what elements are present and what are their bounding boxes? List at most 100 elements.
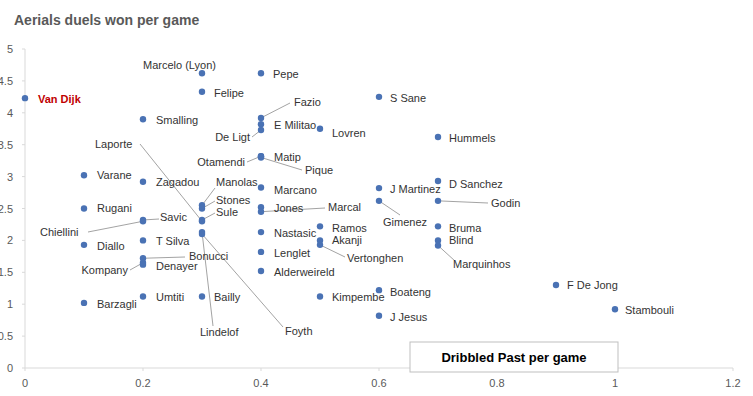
chart: Aerials duels won per game 0 0.5 1 1.5 2 2.5 3 3…	[0, 0, 753, 396]
point	[435, 223, 441, 229]
point	[199, 89, 205, 95]
point-label: Marcelo (Lyon)	[143, 59, 216, 71]
point-label: J Martinez	[390, 183, 441, 195]
point-label: Marquinhos	[453, 258, 511, 270]
point	[140, 116, 146, 122]
y-tick-label: 1.5	[0, 266, 13, 278]
x-tick-label: 0.2	[135, 377, 150, 389]
point-label: Felipe	[214, 87, 244, 99]
point	[140, 237, 146, 243]
leader-line	[202, 232, 213, 326]
leader-line	[320, 245, 345, 257]
background	[0, 0, 753, 396]
y-tick-label: 2.5	[0, 203, 13, 215]
point-label: Gimenez	[383, 216, 427, 228]
point-label: Boateng	[390, 286, 431, 298]
point	[258, 249, 264, 255]
point-label: Zagadou	[156, 176, 199, 188]
title: Aerials duels won per game	[14, 12, 199, 28]
y-tick	[22, 208, 25, 209]
point-label: Marcal	[328, 201, 361, 213]
leader-line	[438, 201, 488, 203]
point	[81, 242, 87, 248]
point-label: Kompany	[82, 264, 129, 276]
x-tick-label: 0.8	[489, 377, 504, 389]
point	[435, 242, 441, 248]
point-label: Blind	[449, 234, 473, 246]
point-label: T Silva	[156, 235, 190, 247]
point	[258, 115, 264, 121]
point-label: Barzagli	[97, 298, 137, 310]
point-label: Akanji	[332, 234, 362, 246]
point	[258, 184, 264, 190]
x-tick-label: 1	[612, 377, 618, 389]
y-tick-label: 2	[7, 234, 13, 246]
y-tick	[22, 144, 25, 145]
point-label: Van Dijk	[38, 93, 82, 105]
x-tick-label: 0	[22, 377, 28, 389]
point-label: Matip	[274, 151, 301, 163]
leader-line	[202, 188, 215, 205]
point	[258, 127, 264, 133]
point	[258, 268, 264, 274]
point-label: Denayer	[156, 260, 198, 272]
y-tick	[22, 112, 25, 113]
y-tick-label: 3	[7, 171, 13, 183]
y-tick	[22, 240, 25, 241]
point-label: Lovren	[332, 127, 366, 139]
leader-line	[140, 144, 202, 221]
point	[140, 218, 146, 224]
leader-line	[143, 257, 185, 258]
point-label: Stones	[216, 194, 251, 206]
point	[317, 126, 323, 132]
point	[435, 134, 441, 140]
y-tick	[22, 176, 25, 177]
leader-line	[88, 221, 143, 232]
x-tick	[379, 368, 380, 371]
point-label: Bailly	[214, 291, 241, 303]
point-label: Godin	[491, 197, 520, 209]
x-tick	[25, 368, 26, 371]
point-label: Lenglet	[274, 247, 310, 259]
y-tick-label: 5	[7, 43, 13, 55]
point	[376, 198, 382, 204]
x-tick-label: 1.2	[725, 377, 740, 389]
labels: Van DijkMarcelo (Lyon)PepeFelipeSmalling…	[38, 59, 674, 338]
leader-line	[379, 201, 400, 215]
point	[199, 205, 205, 211]
point	[258, 154, 264, 160]
point-label: Ramos	[332, 222, 367, 234]
point-label: Manolas	[216, 176, 258, 188]
point	[199, 231, 205, 237]
leaders	[88, 103, 488, 327]
y-tick-label: 0	[7, 362, 13, 374]
y-tick-label: 0.5	[0, 330, 13, 342]
point-label: Otamendi	[197, 156, 245, 168]
y-tick	[22, 49, 25, 50]
point-label: Fazio	[294, 96, 321, 108]
point	[140, 179, 146, 185]
point-label: J Jesus	[390, 311, 428, 323]
point-label: S Sane	[390, 92, 426, 104]
y-tick-label: 1	[7, 298, 13, 310]
point	[258, 121, 264, 127]
point	[199, 293, 205, 299]
x-tick	[261, 368, 262, 371]
x-tick	[733, 368, 734, 371]
point	[258, 70, 264, 76]
y-tick	[22, 80, 25, 81]
y-tick	[22, 304, 25, 305]
point-label: Stambouli	[625, 304, 674, 316]
point-label: F De Jong	[567, 279, 618, 291]
point	[140, 293, 146, 299]
y-tick-label: 3.5	[0, 139, 13, 151]
point-label: Bruma	[449, 222, 482, 234]
x-tick-label: 0.6	[371, 377, 386, 389]
point-label: Smalling	[156, 114, 198, 126]
x-tick-label: 0.4	[253, 377, 268, 389]
point-label: Sule	[216, 206, 238, 218]
point	[199, 217, 205, 223]
leader-line	[202, 234, 283, 327]
point-label: Marcano	[274, 184, 317, 196]
point	[317, 242, 323, 248]
